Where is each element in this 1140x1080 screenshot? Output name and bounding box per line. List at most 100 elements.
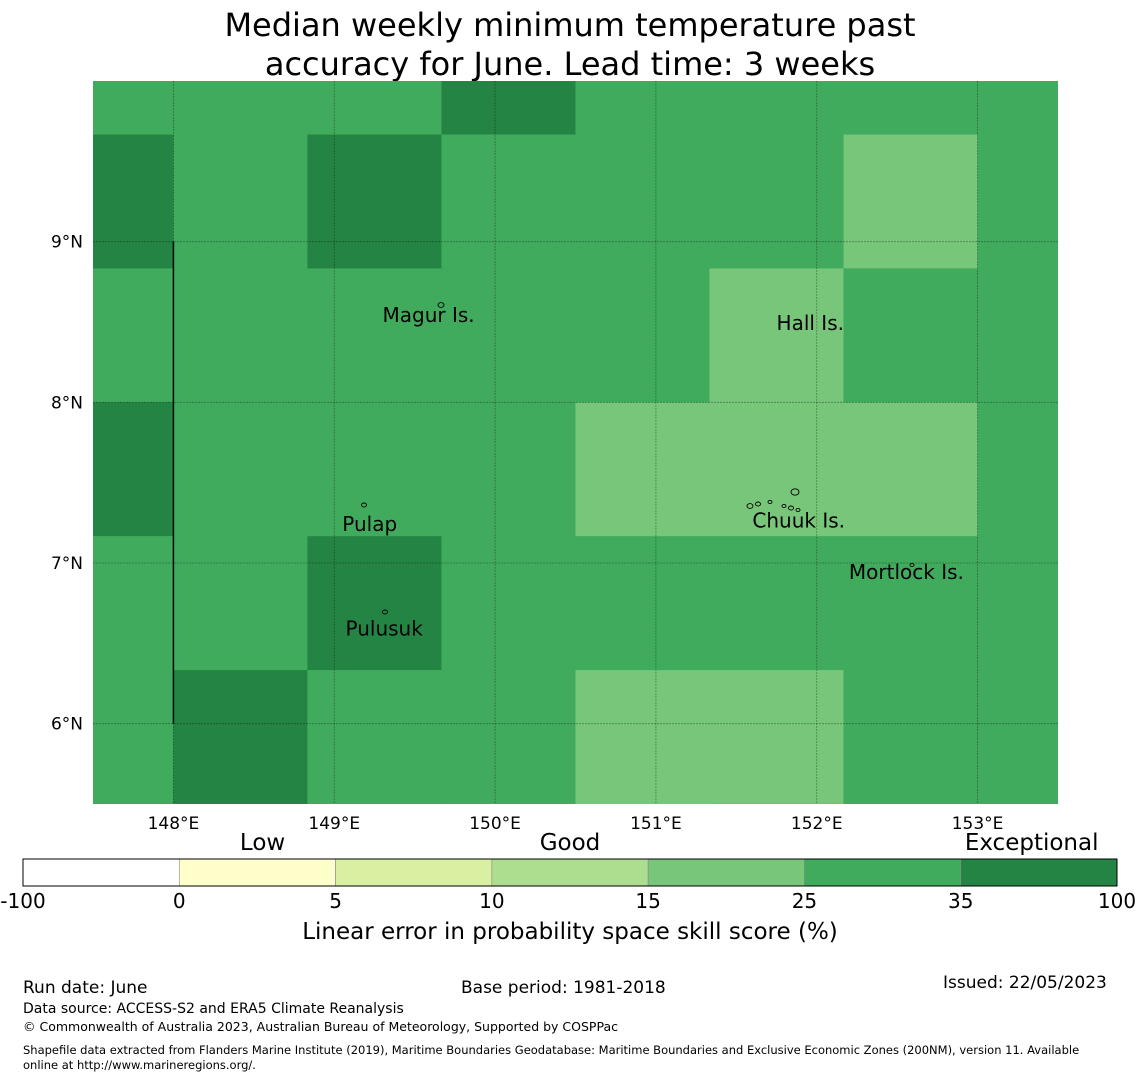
grid-cell (709, 268, 844, 403)
grid-cell (93, 670, 174, 804)
grid-cell (709, 670, 844, 804)
copyright: © Commonwealth of Australia 2023, Austra… (23, 1019, 618, 1034)
grid-cell (843, 268, 978, 403)
grid-cell (575, 134, 710, 269)
grid-cell (575, 536, 710, 671)
place-label: Hall Is. (777, 311, 844, 335)
grid-cell (173, 268, 308, 403)
grid-cell (307, 134, 442, 269)
colorbar-tick-label: 15 (635, 889, 661, 913)
lat-tick-label: 8°N (51, 393, 83, 413)
grid-cell (93, 536, 174, 671)
grid-cell (307, 81, 442, 135)
chart-title-line-2: accuracy for June. Lead time: 3 weeks (264, 45, 876, 83)
colorbar-label: Linear error in probability space skill … (302, 919, 838, 945)
grid-cell (977, 81, 1058, 135)
grid-cell (843, 81, 978, 135)
place-label: Mortlock Is. (849, 560, 964, 584)
grid-cell (173, 81, 308, 135)
shapefile-credit-line-2: online at http://www.marineregions.org/. (23, 1058, 256, 1072)
grid-cell (307, 670, 442, 804)
skill-map: Magur Is. Hall Is. Pulap Chuuk Is. Mortlock … (22, 81, 1118, 887)
island-outline (909, 562, 915, 568)
grid-cell (93, 81, 174, 135)
island-outlines (361, 302, 915, 615)
chart-title-line-1: Median weekly minimum temperature past (224, 6, 916, 44)
colorbar-segment (22, 858, 180, 887)
grid-cell (977, 536, 1058, 671)
colorbar-tick-label: -100 (0, 889, 46, 913)
grid-cell (441, 268, 576, 403)
colorbar-category-label: Exceptional (964, 830, 1099, 856)
grid-cell (575, 670, 710, 804)
grid-cell (575, 81, 710, 135)
grid-cell (709, 81, 844, 135)
colorbar-tick-label: 100 (1097, 889, 1137, 913)
grid-cell (575, 402, 710, 537)
grid-cell (843, 536, 978, 671)
data-source: Data source: ACCESS-S2 and ERA5 Climate … (23, 1001, 404, 1017)
grid-cell (709, 402, 844, 537)
run-date: Run date: June (23, 978, 148, 998)
grid-cell (173, 670, 308, 804)
grid-cell (173, 536, 308, 671)
colorbar (22, 858, 1118, 887)
grid-cell (173, 134, 308, 269)
colorbar-tick-label: 10 (479, 889, 505, 913)
place-label: Chuuk Is. (752, 509, 845, 533)
grid-cell (93, 134, 174, 269)
grid-cell (93, 402, 174, 537)
lon-tick-label: 153°E (952, 814, 1004, 834)
grid-cell (977, 268, 1058, 403)
colorbar-segment (960, 858, 1118, 887)
colorbar-tick-label: 35 (947, 889, 974, 913)
island-outline (781, 503, 787, 509)
colorbar-segment (335, 858, 493, 887)
grid-cell (307, 536, 442, 671)
place-label: Pulap (342, 512, 397, 536)
lat-tick-label: 9°N (51, 233, 83, 253)
grid-cell (843, 402, 978, 537)
grid-cell (441, 81, 576, 135)
grid-cell (709, 134, 844, 269)
colorbar-tick-label: 0 (172, 889, 186, 913)
grid-cell (441, 402, 576, 537)
grid-cell (173, 402, 308, 537)
map-axis-labels: 148°E 149°E 150°E 151°E 152°E 153°E 9°N 8°N 7°N 6… (51, 233, 1003, 834)
grid-cell (575, 268, 710, 403)
island-outline (361, 502, 367, 508)
lon-tick-label: 148°E (148, 814, 200, 834)
lon-tick-label: 150°E (469, 814, 521, 834)
colorbar-category-label: Low (239, 830, 286, 856)
issued-date: Issued: 22/05/2023 (943, 973, 1107, 993)
grid-cell (977, 670, 1058, 804)
island-outline (437, 302, 445, 308)
grid-cell (977, 134, 1058, 269)
base-period: Base period: 1981-2018 (461, 978, 666, 998)
grid-cell (441, 670, 576, 804)
lon-tick-label: 149°E (308, 814, 360, 834)
grid-cell (441, 536, 576, 671)
colorbar-frame (22, 858, 1118, 887)
island-outline (746, 503, 754, 509)
colorbar-segment (178, 858, 336, 887)
colorbar-tick-label: 25 (791, 889, 818, 913)
place-label: Pulusuk (346, 616, 424, 640)
shapefile-credit-line-1: Shapefile data extracted from Flanders M… (23, 1043, 1080, 1057)
lon-tick-label: 152°E (791, 814, 843, 834)
colorbar-segment (491, 858, 649, 887)
grid-cell (441, 134, 576, 269)
grid-cells (93, 81, 1058, 804)
lat-tick-label: 7°N (51, 554, 83, 574)
grid-cell (709, 536, 844, 671)
grid-cell (977, 402, 1058, 537)
island-outline (795, 507, 801, 513)
colorbar-tick-label: 5 (329, 889, 342, 913)
grid-cell (843, 670, 978, 804)
colorbar-segment (647, 858, 805, 887)
colorbar-segment (804, 858, 962, 887)
colorbar-category-label: Good (539, 830, 601, 856)
grid-cell (93, 268, 174, 403)
grid-cell (843, 134, 978, 269)
island-outline (790, 488, 800, 496)
